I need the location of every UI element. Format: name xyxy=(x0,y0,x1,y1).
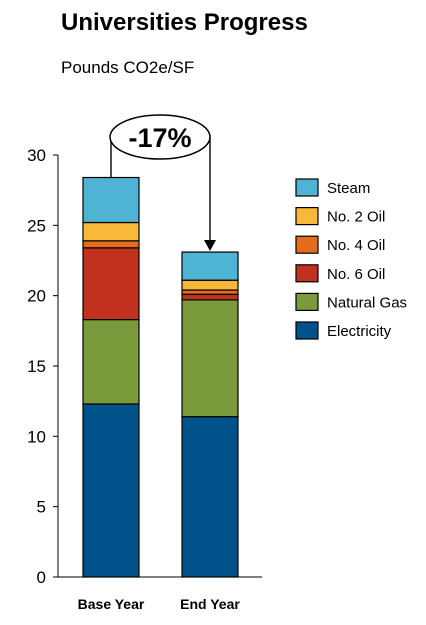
y-tick-label: 0 xyxy=(37,568,46,587)
callout-percent-change: -17% xyxy=(128,123,191,153)
legend-label: No. 4 Oil xyxy=(327,237,385,254)
change-callout: -17% xyxy=(109,114,216,252)
legend-label: Natural Gas xyxy=(327,294,407,311)
legend-swatch xyxy=(295,235,319,254)
bar-segment-no-4-oil xyxy=(181,289,239,295)
bar-segment-steam xyxy=(181,251,239,281)
callout-left-line xyxy=(110,136,112,178)
bar-segment-no-2-oil xyxy=(82,221,140,242)
y-tick-label: 15 xyxy=(27,357,46,376)
x-category-label: End Year xyxy=(180,596,240,612)
bar-segment-natural-gas xyxy=(181,299,239,418)
y-tick-label: 20 xyxy=(27,287,46,306)
bar-segment-steam xyxy=(82,176,140,224)
legend-label: Steam xyxy=(327,180,370,197)
y-axis: 0 5 10 15 20 25 30 xyxy=(27,146,262,587)
chart-subtitle: Pounds CO2e/SF xyxy=(61,58,195,77)
y-tick-label: 30 xyxy=(27,146,46,165)
chart-title: Universities Progress xyxy=(61,9,308,36)
callout-arrowhead xyxy=(204,240,216,252)
legend-swatch xyxy=(295,264,319,283)
bar-segment-no-2-oil xyxy=(181,279,239,291)
y-tick-label: 25 xyxy=(27,216,46,235)
bar-segment-no-6-oil xyxy=(82,247,140,321)
callout-oval xyxy=(109,114,211,160)
bar-segment-electricity xyxy=(82,403,140,578)
legend: Steam No. 2 Oil No. 4 Oil No. 6 Oil Natural … xyxy=(295,178,407,340)
y-tick-label: 5 xyxy=(37,498,46,517)
legend-swatch xyxy=(295,178,319,197)
legend-swatch xyxy=(295,207,319,226)
bars xyxy=(82,176,239,578)
x-category-label: Base Year xyxy=(78,596,145,612)
bar-segment-no-6-oil xyxy=(181,293,239,301)
legend-label: No. 2 Oil xyxy=(327,209,385,226)
bar-segment-natural-gas xyxy=(82,318,140,405)
x-axis-labels: Base Year End Year xyxy=(78,596,241,612)
legend-label: Electricity xyxy=(327,323,392,340)
bar-segment-no-4-oil xyxy=(82,240,140,249)
legend-swatch xyxy=(295,321,319,340)
legend-label: No. 6 Oil xyxy=(327,266,385,283)
legend-swatch xyxy=(295,292,319,311)
y-tick-label: 10 xyxy=(27,427,46,446)
bar-segment-electricity xyxy=(181,416,239,578)
